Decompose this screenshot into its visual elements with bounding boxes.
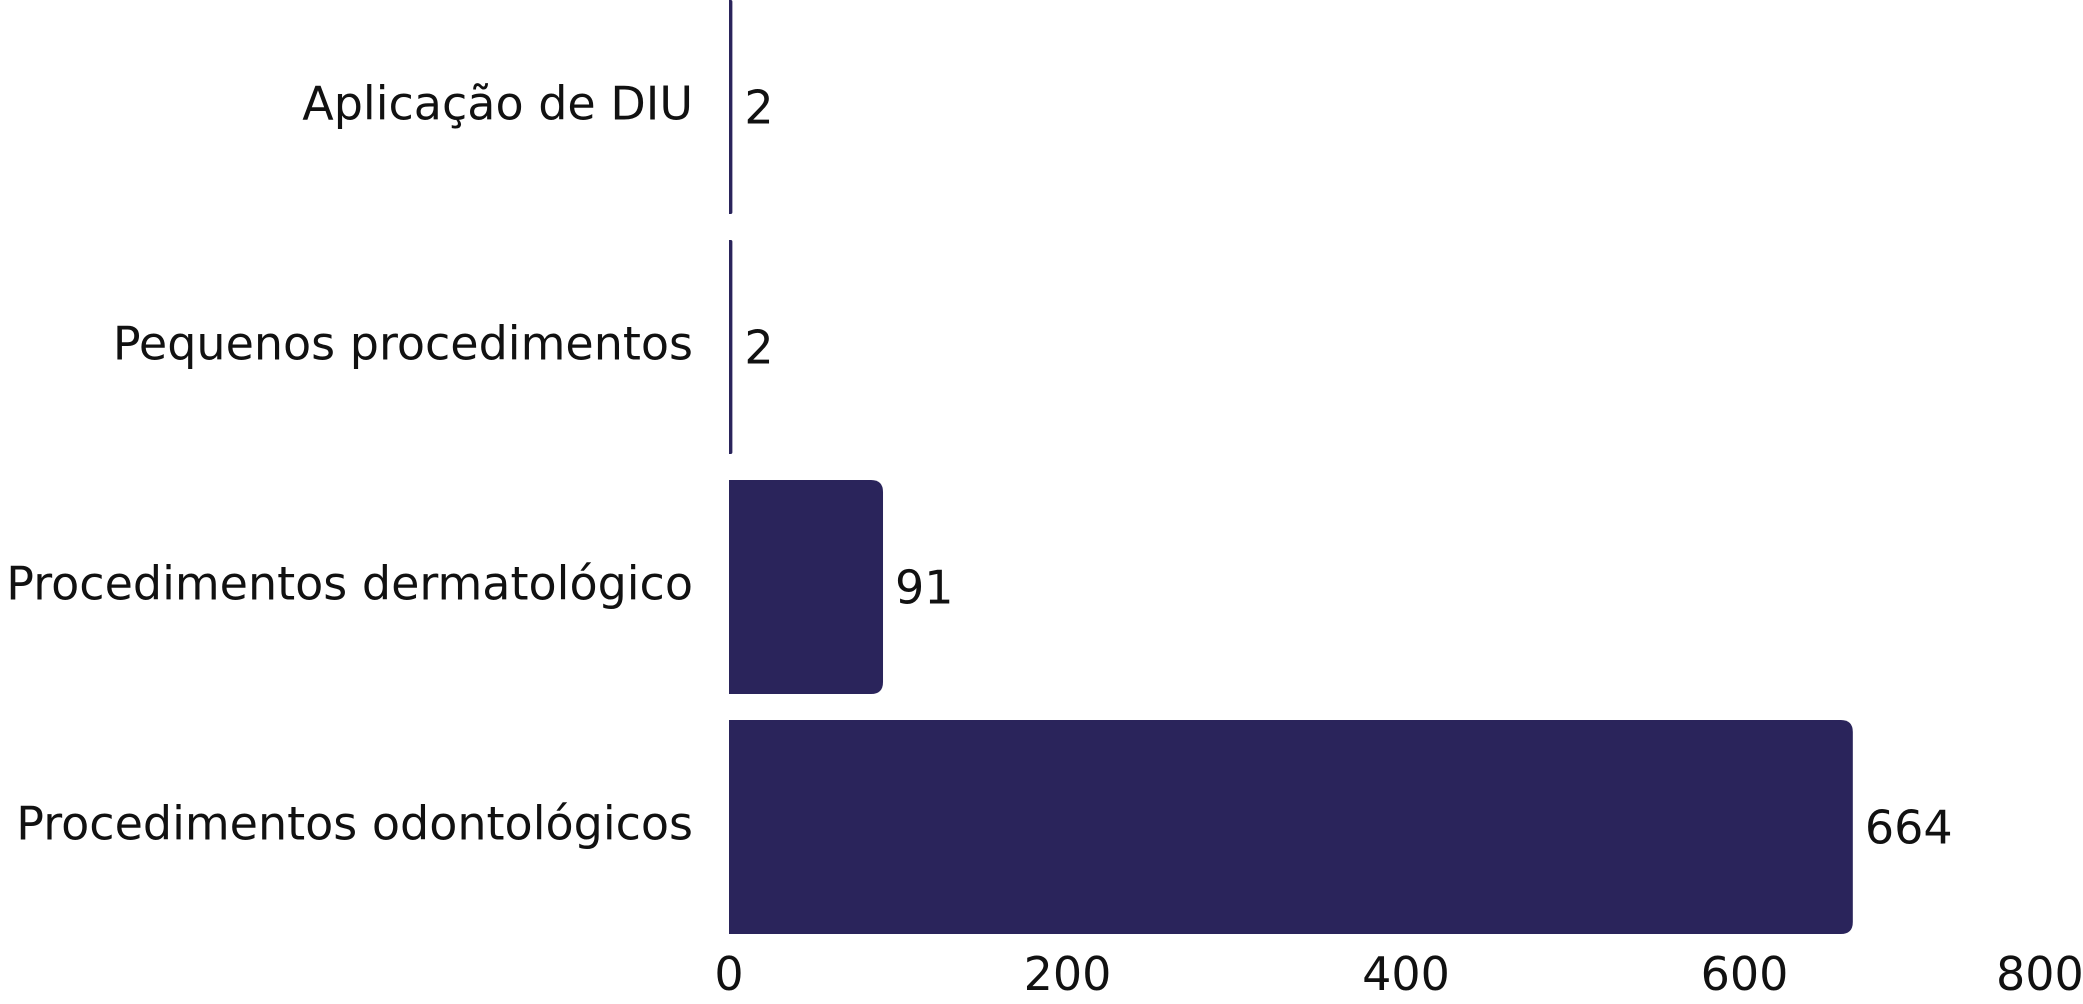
data-label: 2	[744, 81, 773, 135]
category-labels: Aplicação de DIU Pequenos procedimentos Pr…	[6, 77, 693, 851]
x-tick-label: 0	[714, 947, 743, 999]
category-label: Procedimentos odontológicos	[16, 797, 693, 851]
category-label: Aplicação de DIU	[302, 77, 693, 131]
category-label: Procedimentos dermatológico	[6, 557, 693, 611]
value-labels: 2 2 91 664	[744, 81, 1952, 855]
data-label: 2	[744, 321, 773, 375]
bar-3	[729, 720, 1853, 934]
x-tick-label: 600	[1701, 947, 1789, 999]
x-tick-label: 200	[1024, 947, 1112, 999]
bar-2	[729, 480, 884, 694]
bars-layer	[729, 0, 1853, 934]
bar-0	[729, 0, 733, 214]
x-axis-tick-labels: 0 200 400 600 800	[714, 947, 2083, 1001]
data-label: 664	[1865, 801, 1953, 855]
bar-1	[729, 240, 733, 454]
x-tick-label: 800	[1996, 947, 2083, 999]
x-tick-label: 400	[1362, 947, 1450, 999]
category-label: Pequenos procedimentos	[113, 317, 693, 371]
data-label: 91	[895, 561, 954, 615]
